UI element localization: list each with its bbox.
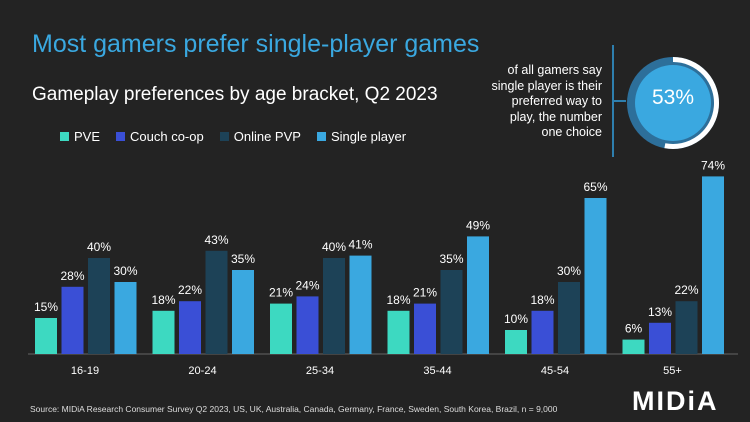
data-label: 65%: [583, 180, 607, 194]
legend-swatch: [316, 132, 326, 141]
x-tick-label: 45-54: [541, 365, 569, 377]
legend-label: Online PVP: [233, 129, 301, 144]
bar: [387, 310, 410, 354]
data-label: 6%: [625, 322, 643, 336]
data-label: 18%: [386, 293, 410, 307]
x-tick-label: 16-19: [71, 365, 99, 377]
legend-swatch: [219, 132, 229, 141]
x-tick-label: 20-24: [188, 365, 216, 377]
data-label: 22%: [178, 283, 202, 297]
data-label: 22%: [674, 283, 698, 297]
bar: [558, 282, 580, 354]
bar: [232, 270, 254, 354]
bar: [179, 301, 201, 354]
bar: [114, 282, 137, 354]
legend-item-online-pvp: Online PVP: [219, 129, 301, 144]
donut-gauge: [627, 57, 719, 149]
data-label: 40%: [322, 240, 346, 254]
data-label: 10%: [504, 312, 528, 326]
data-label: 30%: [113, 264, 137, 278]
bar: [152, 310, 175, 354]
data-label: 21%: [269, 286, 293, 300]
bar: [414, 303, 436, 354]
data-label: 18%: [530, 293, 554, 307]
legend: PVE Couch co-op Online PVP Single player: [60, 129, 406, 144]
bar: [35, 318, 57, 354]
bar: [649, 322, 671, 354]
donut-value: 53%: [651, 86, 695, 109]
bar: [584, 198, 607, 354]
legend-swatch: [60, 132, 69, 141]
data-label: 28%: [60, 269, 84, 283]
data-label: 24%: [295, 278, 319, 292]
data-label: 21%: [413, 286, 437, 300]
bar: [505, 330, 527, 354]
bar: [467, 236, 489, 354]
midia-logo: MIDiA: [632, 386, 719, 416]
bar-chart: 15%28%40%30%16-1918%22%43%35%20-2421%24%…: [28, 158, 738, 377]
data-label: 35%: [439, 252, 463, 266]
legend-label: Couch co-op: [130, 129, 204, 144]
data-label: 18%: [151, 293, 175, 307]
connector: [612, 100, 626, 102]
bar: [531, 310, 554, 354]
data-label: 35%: [231, 252, 255, 266]
bar: [270, 303, 292, 354]
x-tick-label: 25-34: [306, 365, 334, 377]
bar: [440, 270, 463, 354]
source-note: Source: MIDiA Research Consumer Survey Q…: [30, 404, 558, 414]
bar: [323, 258, 345, 354]
x-tick-label: 35-44: [423, 365, 451, 377]
bar: [675, 301, 698, 354]
data-label: 74%: [701, 158, 725, 172]
data-label: 30%: [557, 264, 581, 278]
legend-label: Single player: [330, 129, 407, 144]
data-label: 41%: [348, 238, 372, 252]
legend-item-pve: PVE: [60, 129, 100, 144]
data-label: 15%: [34, 300, 58, 314]
bar: [349, 255, 372, 354]
donut-center: [635, 65, 711, 141]
data-label: 49%: [466, 218, 490, 232]
bar: [622, 339, 645, 354]
bar: [702, 176, 724, 354]
data-label: 43%: [204, 233, 228, 247]
bar: [88, 258, 110, 354]
bar: [296, 296, 319, 354]
legend-item-single-player: Single player: [316, 129, 407, 144]
callout-text: of all gamers say single player is their…: [491, 63, 602, 139]
bar: [205, 250, 228, 354]
data-label: 40%: [87, 240, 111, 254]
page-title: Most gamers prefer single-player games: [32, 30, 480, 58]
legend-item-couch-coop: Couch co-op: [116, 129, 204, 144]
bar: [61, 286, 84, 354]
legend-swatch: [116, 132, 126, 141]
data-label: 13%: [648, 305, 672, 319]
donut-arc: [664, 57, 719, 149]
legend-label: PVE: [74, 129, 101, 144]
x-tick-label: 55+: [663, 365, 682, 377]
chart-title: Gameplay preferences by age bracket, Q2 …: [32, 84, 438, 105]
